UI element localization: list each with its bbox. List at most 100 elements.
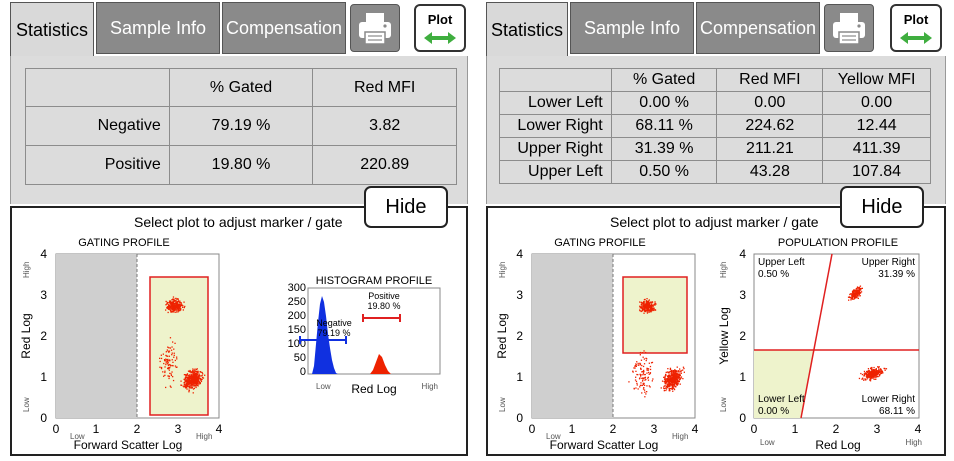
event-dot	[195, 382, 197, 385]
event-dot	[168, 347, 170, 349]
hist-high-label: High	[422, 382, 438, 391]
y-tick-label: 0	[40, 411, 47, 425]
event-dot	[184, 374, 187, 376]
event-dot	[186, 378, 188, 381]
double-arrow-icon	[424, 32, 456, 44]
tab-statistics[interactable]: Statistics	[486, 2, 568, 58]
histogram-profile-plot[interactable]: HISTOGRAM PROFILE 300 250 200 150 100 50…	[272, 274, 450, 414]
event-dot	[864, 378, 866, 380]
gating-profile-plot[interactable]: GATING PROFILE 0 1 2 3 4 Low High Forwar…	[16, 234, 230, 452]
event-dot	[854, 295, 856, 297]
cell-red-mfi: 0.00	[716, 91, 824, 115]
plot-button[interactable]: Plot	[414, 4, 466, 52]
event-dot	[198, 380, 200, 382]
event-dot	[645, 393, 647, 395]
event-dot	[189, 375, 191, 377]
event-dot	[670, 382, 672, 384]
population-profile-plot[interactable]: POPULATION PROFILE Upper Left 0.50 % Upp…	[712, 234, 944, 452]
event-dot	[870, 368, 872, 370]
event-dot	[671, 388, 673, 390]
event-dot	[667, 368, 669, 370]
event-dot	[676, 383, 679, 386]
event-dot	[873, 366, 875, 369]
event-dot	[677, 373, 679, 375]
event-dot	[196, 375, 198, 377]
hide-button[interactable]: Hide	[840, 186, 924, 228]
event-dot	[861, 373, 864, 376]
table-row: Upper Right 31.39 % 211.21 411.39	[499, 137, 931, 161]
event-dot	[667, 381, 669, 383]
event-dot	[199, 382, 201, 384]
event-dot	[856, 286, 859, 288]
event-dot	[875, 375, 877, 377]
event-dot	[866, 371, 869, 374]
event-dot	[193, 371, 195, 373]
event-dot	[185, 378, 187, 380]
event-dot	[172, 304, 174, 306]
event-dot	[184, 380, 187, 382]
event-dot	[665, 381, 667, 383]
event-dot	[849, 296, 852, 299]
event-dot	[677, 383, 679, 385]
event-dot	[669, 367, 672, 369]
event-dot	[167, 350, 169, 352]
event-dot	[869, 379, 871, 381]
event-dot	[174, 308, 176, 311]
event-dot	[852, 296, 855, 298]
event-dot	[863, 375, 865, 377]
tab-sample-info[interactable]: Sample Info	[570, 2, 694, 54]
hide-button[interactable]: Hide	[364, 186, 448, 228]
print-button[interactable]	[350, 4, 400, 52]
tab-compensation[interactable]: Compensation	[222, 2, 346, 54]
event-dot	[164, 366, 166, 368]
x-high-label: High	[906, 438, 922, 447]
event-dots	[847, 285, 888, 382]
event-dot	[177, 311, 179, 313]
plot-button[interactable]: Plot	[890, 4, 942, 52]
event-dot	[172, 365, 174, 367]
event-dot	[679, 383, 681, 385]
diagonal-quadrant-line[interactable]	[800, 253, 833, 419]
x-high-label: High	[196, 432, 212, 441]
event-dot	[652, 304, 654, 306]
event-dot	[870, 367, 872, 369]
tab-compensation[interactable]: Compensation	[696, 2, 820, 54]
event-dot	[170, 311, 172, 313]
event-dot	[671, 377, 674, 379]
event-dot	[648, 362, 650, 364]
event-dot	[193, 379, 195, 382]
x-tick-label: 4	[692, 422, 699, 436]
event-dot	[665, 373, 667, 376]
event-dot	[654, 301, 656, 303]
quadrant-ll-label: Lower Left	[758, 394, 805, 405]
event-dot	[164, 370, 166, 372]
event-dot	[877, 366, 879, 368]
print-button[interactable]	[824, 4, 874, 52]
event-dot	[165, 300, 167, 303]
event-dot	[679, 375, 681, 377]
quadrant-lr-value: 68.11 %	[879, 406, 915, 417]
x-tick-label: 4	[915, 422, 922, 436]
event-dot	[159, 360, 161, 363]
event-dot	[188, 391, 190, 393]
event-dot	[176, 301, 178, 303]
tab-label: Statistics	[490, 20, 564, 40]
event-dot	[669, 384, 671, 386]
event-dot	[863, 373, 866, 375]
event-dot	[169, 337, 172, 339]
gate-rectangle[interactable]	[622, 276, 688, 354]
tab-statistics[interactable]: Statistics	[10, 2, 94, 58]
gating-profile-plot[interactable]: GATING PROFILE 0 1 2 3 4 Low High Forwar…	[492, 234, 706, 452]
event-dot	[856, 297, 858, 299]
event-dot	[642, 382, 644, 384]
tab-sample-info[interactable]: Sample Info	[96, 2, 220, 54]
event-dot	[881, 372, 883, 374]
event-dot	[192, 373, 194, 376]
event-dot	[669, 371, 671, 373]
event-dot	[667, 378, 670, 380]
event-dot	[176, 366, 178, 368]
event-dot	[183, 301, 185, 303]
event-dot	[871, 376, 874, 378]
gate-rectangle[interactable]	[149, 276, 209, 416]
event-dot	[179, 306, 181, 309]
